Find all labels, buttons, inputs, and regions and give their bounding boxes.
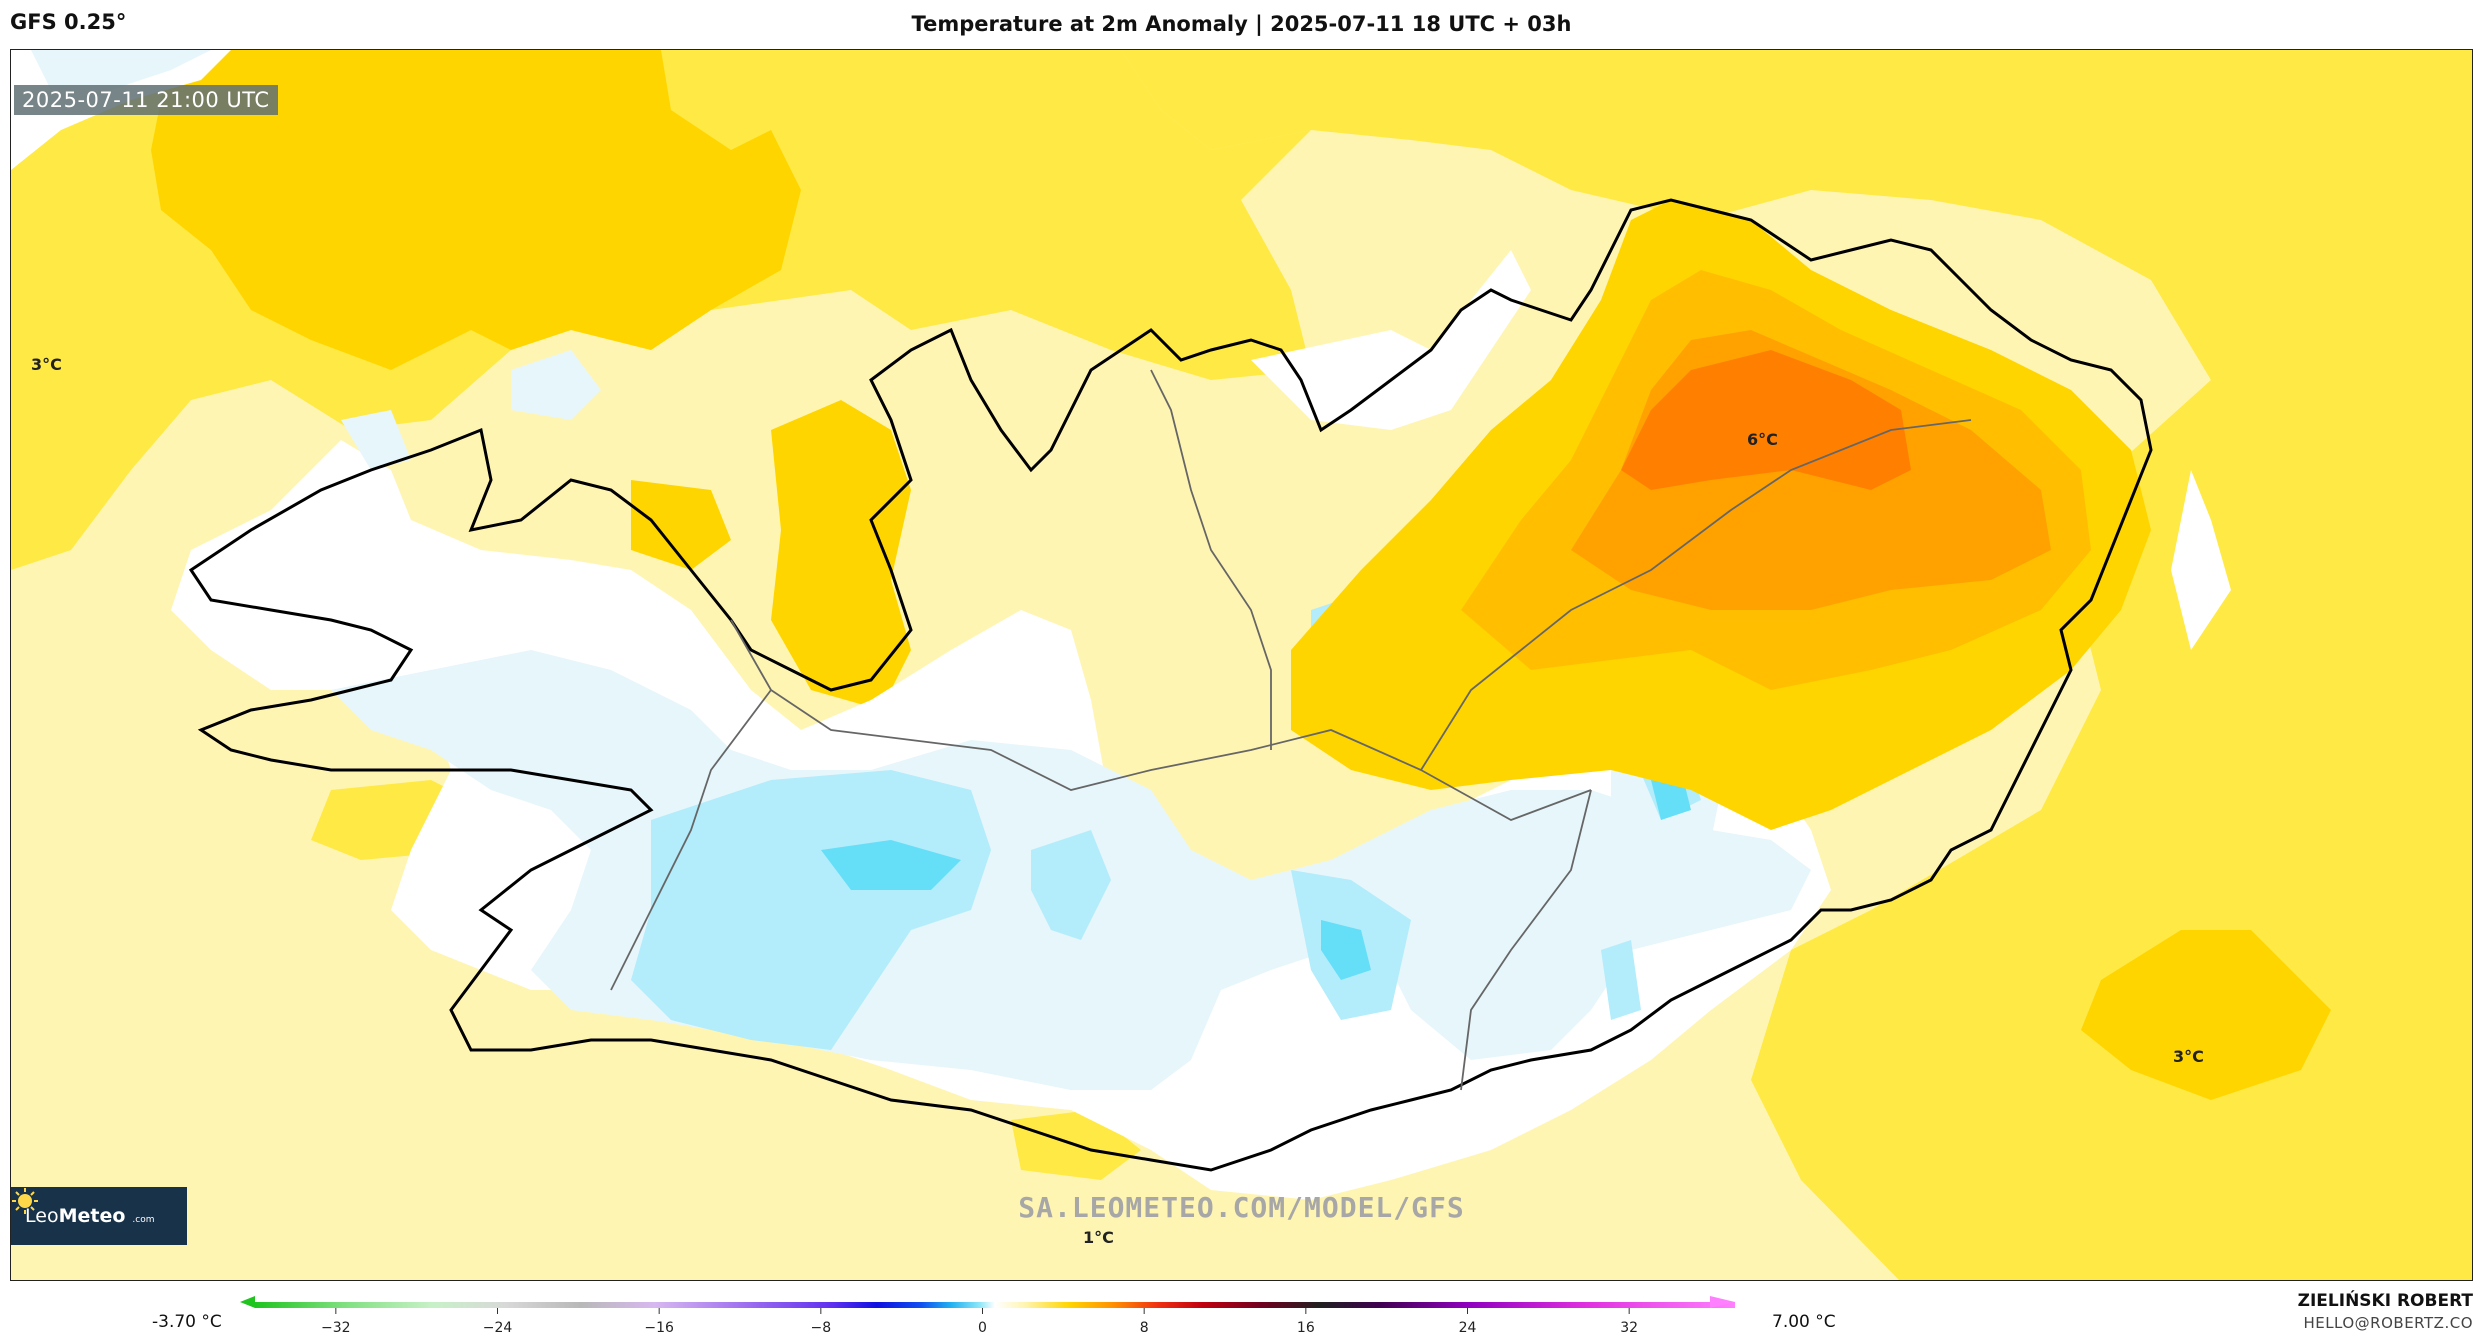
field-warm-3-southeast bbox=[2081, 930, 2331, 1100]
field-cold-strong bbox=[821, 840, 961, 890]
field-cold-light-wf bbox=[341, 410, 411, 470]
iceland-coastline bbox=[188, 198, 2153, 1172]
field-cold-strong-2 bbox=[1321, 920, 1371, 980]
colorbar-min-label: -3.70 °C bbox=[152, 1312, 222, 1332]
field-neutral-northcentral bbox=[1251, 250, 1531, 430]
author-email: HELLO@ROBERTZ.CO bbox=[2303, 1314, 2473, 1332]
field-cold-light-nw bbox=[511, 350, 601, 420]
colorbar-tick-label: 16 bbox=[1297, 1320, 1315, 1336]
colorbar: −32 −24 −16 −8 0 8 16 24 32 bbox=[240, 1296, 1735, 1336]
colorbar-tick-label: 8 bbox=[1140, 1320, 1149, 1336]
region-boundary bbox=[610, 369, 1972, 1091]
colorbar-min-tip bbox=[240, 1296, 255, 1308]
field-warm-3-northwest bbox=[151, 50, 801, 370]
field-warm-3-northcentral bbox=[771, 400, 911, 710]
colorbar-max-label: 7.00 °C bbox=[1772, 1312, 1836, 1332]
field-light-cold-topleft bbox=[31, 50, 211, 90]
field-neutral-east bbox=[2171, 470, 2231, 650]
model-name: GFS 0.25° bbox=[10, 10, 127, 34]
author-block: ZIELIŃSKI ROBERT HELLO@ROBERTZ.CO bbox=[2298, 1290, 2473, 1334]
leometeo-logo: LeoMeteo .com bbox=[11, 1187, 187, 1245]
logo-suffix: .com bbox=[132, 1215, 155, 1225]
contour-label-south: 1°C bbox=[1083, 1228, 1114, 1247]
field-cold-mid-5 bbox=[1601, 940, 1641, 1020]
anomaly-map bbox=[11, 50, 2472, 1280]
colorbar-tick-label: −16 bbox=[644, 1320, 674, 1336]
colorbar-tick-label: −32 bbox=[321, 1320, 351, 1336]
colorbar-max-tip bbox=[1710, 1296, 1735, 1308]
field-cold-mid-3 bbox=[1031, 830, 1111, 940]
colorbar-tick-label: 32 bbox=[1620, 1320, 1638, 1336]
colorbar-tick-label: −8 bbox=[811, 1320, 832, 1336]
watermark-url: SA.LEOMETEO.COM/MODEL/GFS bbox=[1018, 1191, 1465, 1224]
contour-label-west: 3°C bbox=[31, 355, 62, 374]
field-warm-3-westfjord bbox=[631, 480, 731, 570]
colorbar-tick-label: 0 bbox=[978, 1320, 987, 1336]
chart-title: Temperature at 2m Anomaly | 2025-07-11 1… bbox=[911, 12, 1572, 36]
field-warm-6-ne bbox=[1621, 350, 1911, 490]
map-panel: 2025-07-11 21:00 UTC 3°C 6°C 3°C 1°C Leo… bbox=[10, 49, 2473, 1281]
author-name: ZIELIŃSKI ROBERT bbox=[2297, 1291, 2473, 1311]
colorbar-tick-label: 24 bbox=[1459, 1320, 1477, 1336]
colorbar-tick-label: −24 bbox=[483, 1320, 513, 1336]
colorbar-gradient bbox=[255, 1296, 1735, 1308]
contour-label-northeast: 6°C bbox=[1747, 430, 1778, 449]
valid-time-badge: 2025-07-11 21:00 UTC bbox=[14, 85, 278, 115]
contour-label-southeast: 3°C bbox=[2173, 1047, 2204, 1066]
field-cold-mid bbox=[631, 770, 991, 1050]
sun-icon bbox=[12, 1188, 38, 1214]
